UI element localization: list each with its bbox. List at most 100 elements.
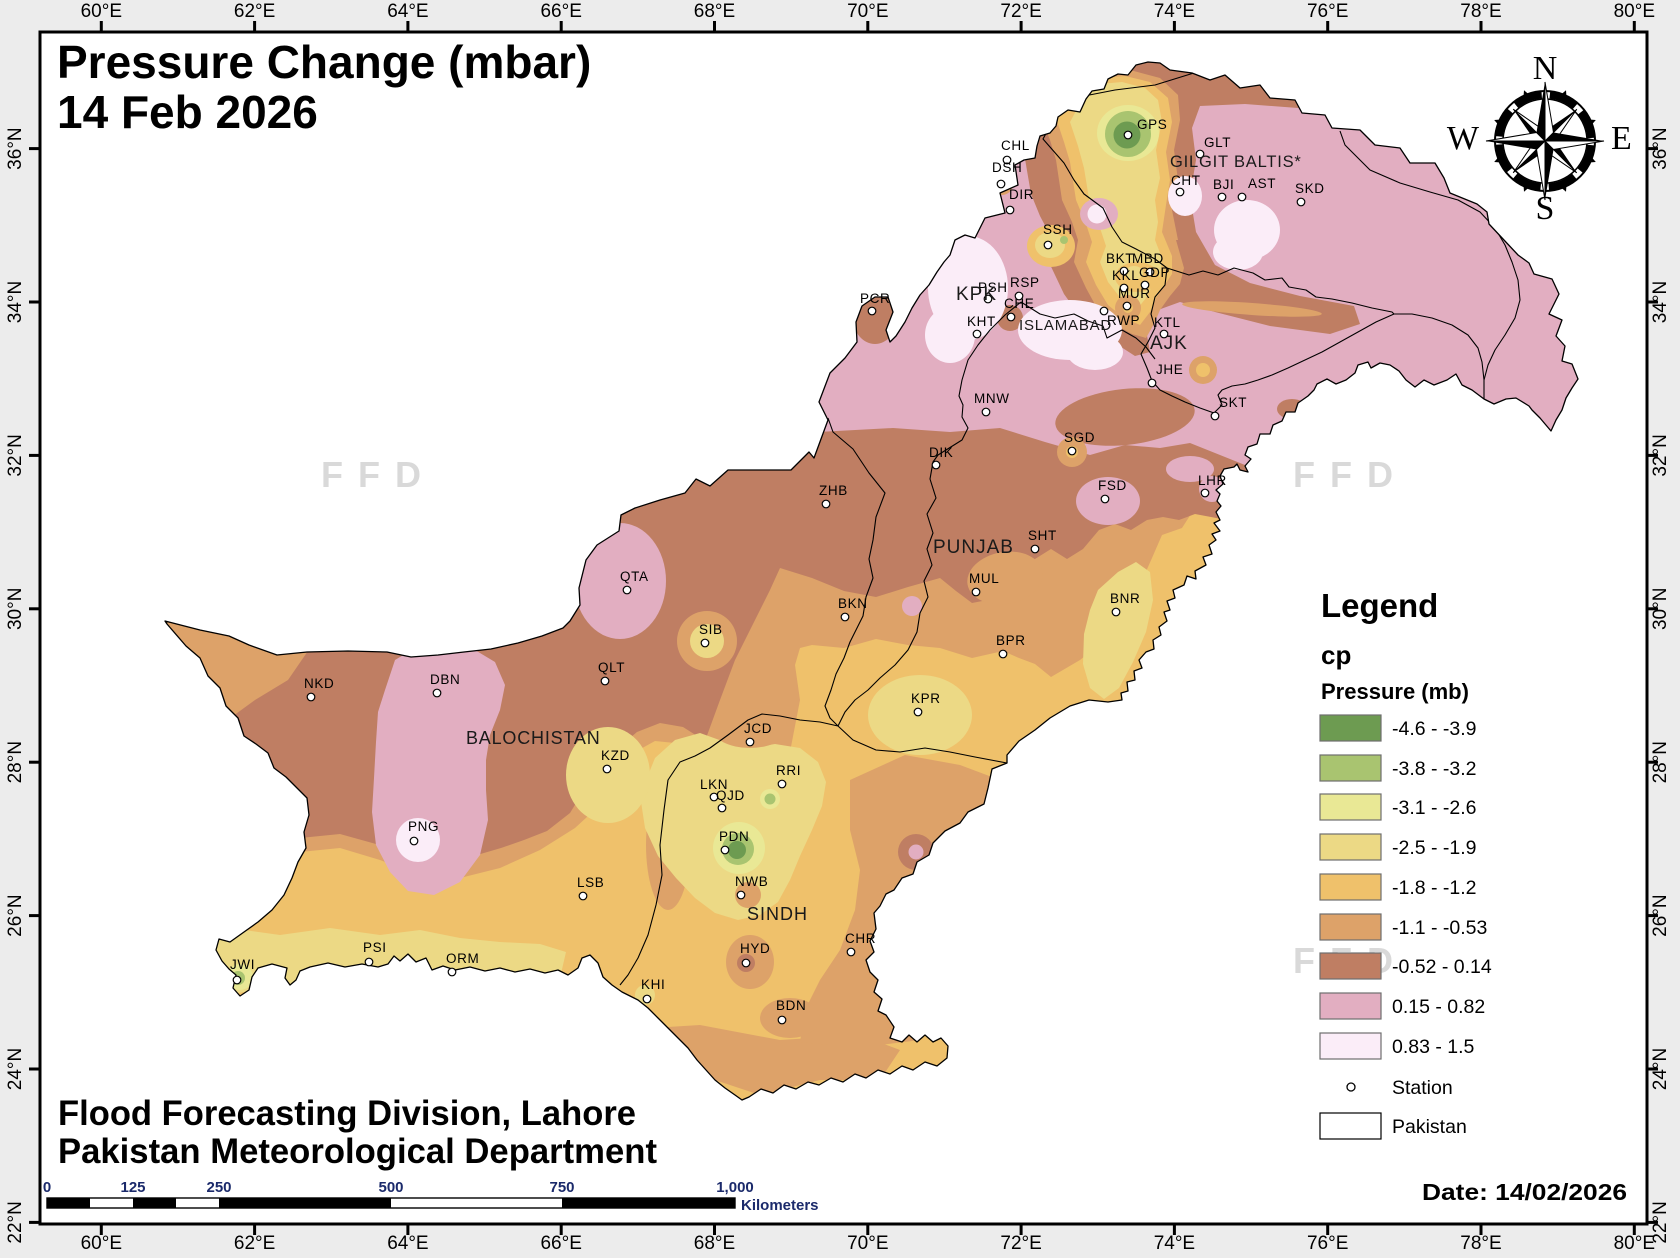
svg-text:PNG: PNG	[408, 819, 439, 834]
svg-text:64°E: 64°E	[387, 1233, 428, 1253]
svg-text:28°N: 28°N	[1650, 741, 1671, 783]
svg-text:-2.5 - -1.9: -2.5 - -1.9	[1392, 837, 1477, 859]
svg-text:ZHB: ZHB	[819, 483, 848, 498]
svg-text:SINDH: SINDH	[747, 904, 808, 924]
svg-text:CHR: CHR	[845, 931, 876, 946]
svg-text:Legend: Legend	[1321, 587, 1438, 624]
svg-text:26°N: 26°N	[1650, 894, 1671, 936]
svg-text:62°E: 62°E	[234, 1233, 275, 1253]
svg-text:70°E: 70°E	[847, 1233, 888, 1253]
svg-text:74°E: 74°E	[1154, 1, 1195, 22]
svg-text:72°E: 72°E	[1000, 1233, 1041, 1253]
svg-text:BJI: BJI	[1213, 177, 1234, 192]
svg-text:125: 125	[120, 1179, 145, 1196]
svg-text:0.83 - 1.5: 0.83 - 1.5	[1392, 1036, 1475, 1058]
svg-text:SIB: SIB	[699, 622, 723, 637]
svg-text:MUR: MUR	[1118, 286, 1151, 301]
svg-text:DBN: DBN	[430, 672, 460, 687]
svg-text:F F D: F F D	[1293, 454, 1395, 495]
svg-text:36°N: 36°N	[1650, 127, 1671, 169]
svg-text:76°E: 76°E	[1307, 1, 1348, 22]
svg-text:-4.6 - -3.9: -4.6 - -3.9	[1392, 718, 1477, 740]
svg-text:Kilometers: Kilometers	[741, 1197, 819, 1214]
svg-text:DIK: DIK	[929, 445, 953, 460]
svg-text:BKN: BKN	[838, 596, 868, 611]
svg-text:RRI: RRI	[776, 763, 801, 778]
svg-text:80°E: 80°E	[1614, 1233, 1655, 1253]
svg-text:22°N: 22°N	[5, 1201, 26, 1243]
svg-text:LKN: LKN	[700, 777, 728, 792]
svg-text:-3.8 - -3.2: -3.8 - -3.2	[1392, 758, 1477, 780]
svg-text:KHT: KHT	[967, 314, 996, 329]
svg-text:F F D: F F D	[321, 454, 423, 495]
svg-text:SKD: SKD	[1295, 181, 1325, 196]
svg-text:-1.8 - -1.2: -1.8 - -1.2	[1392, 877, 1477, 899]
svg-text:68°E: 68°E	[694, 1233, 735, 1253]
svg-text:BPR: BPR	[996, 633, 1026, 648]
svg-text:24°N: 24°N	[5, 1048, 26, 1090]
svg-text:GLT: GLT	[1204, 135, 1231, 150]
svg-text:14 Feb 2026: 14 Feb 2026	[57, 86, 318, 138]
svg-text:NWB: NWB	[735, 874, 768, 889]
svg-text:KHI: KHI	[641, 977, 665, 992]
svg-text:PUNJAB: PUNJAB	[933, 537, 1014, 558]
svg-text:80°E: 80°E	[1614, 1, 1655, 22]
svg-text:66°E: 66°E	[540, 1233, 581, 1253]
svg-text:HYD: HYD	[740, 941, 770, 956]
svg-text:76°E: 76°E	[1307, 1233, 1348, 1253]
svg-text:Pressure Change (mbar): Pressure Change (mbar)	[57, 36, 591, 88]
svg-text:64°E: 64°E	[387, 1, 428, 22]
svg-text:36°N: 36°N	[5, 127, 26, 169]
svg-text:BDN: BDN	[776, 998, 806, 1013]
svg-text:Pakistan Meteorological Depart: Pakistan Meteorological Department	[58, 1132, 657, 1171]
svg-text:32°N: 32°N	[5, 434, 26, 476]
svg-text:1,000: 1,000	[716, 1179, 754, 1196]
svg-text:Pakistan: Pakistan	[1392, 1116, 1467, 1138]
svg-text:GDP: GDP	[1139, 265, 1170, 280]
svg-text:30°N: 30°N	[1650, 588, 1671, 630]
svg-text:QTA: QTA	[620, 569, 649, 584]
svg-text:LHR: LHR	[1198, 473, 1227, 488]
svg-text:CHL: CHL	[1001, 138, 1030, 153]
svg-text:70°E: 70°E	[847, 1, 888, 22]
svg-text:GPS: GPS	[1137, 117, 1167, 132]
svg-text:BALOCHISTAN: BALOCHISTAN	[466, 728, 601, 748]
svg-text:KPK: KPK	[956, 284, 997, 305]
svg-text:28°N: 28°N	[5, 741, 26, 783]
svg-text:AST: AST	[1248, 176, 1276, 191]
svg-text:SHT: SHT	[1028, 528, 1057, 543]
svg-text:34°N: 34°N	[1650, 281, 1671, 323]
svg-text:Date: 14/02/2026: Date: 14/02/2026	[1422, 1179, 1627, 1205]
svg-text:cp: cp	[1321, 640, 1351, 670]
svg-text:68°E: 68°E	[694, 1, 735, 22]
svg-text:BKT: BKT	[1106, 251, 1134, 266]
svg-text:34°N: 34°N	[5, 281, 26, 323]
svg-text:78°E: 78°E	[1460, 1233, 1501, 1253]
svg-text:SGD: SGD	[1064, 430, 1095, 445]
svg-text:LSB: LSB	[577, 875, 604, 890]
svg-text:DIR: DIR	[1009, 187, 1034, 202]
svg-text:BNR: BNR	[1110, 591, 1140, 606]
svg-text:750: 750	[549, 1179, 574, 1196]
svg-text:62°E: 62°E	[234, 1, 275, 22]
svg-text:FSD: FSD	[1098, 478, 1127, 493]
svg-text:-0.52 - 0.14: -0.52 - 0.14	[1392, 956, 1492, 978]
svg-text:KTL: KTL	[1154, 315, 1181, 330]
svg-text:RSP: RSP	[1010, 275, 1040, 290]
svg-text:JWI: JWI	[230, 957, 255, 972]
svg-text:60°E: 60°E	[81, 1233, 122, 1253]
svg-text:CHT: CHT	[1171, 173, 1201, 188]
svg-text:66°E: 66°E	[540, 1, 581, 22]
svg-text:Flood Forecasting Division, La: Flood Forecasting Division, Lahore	[58, 1094, 636, 1133]
svg-text:ORM: ORM	[446, 951, 479, 966]
svg-text:Station: Station	[1392, 1077, 1453, 1099]
svg-text:S: S	[1536, 190, 1555, 227]
svg-text:CHE: CHE	[1004, 296, 1034, 311]
svg-text:30°N: 30°N	[5, 588, 26, 630]
svg-text:78°E: 78°E	[1460, 1, 1501, 22]
svg-text:PSI: PSI	[363, 940, 387, 955]
svg-text:PDN: PDN	[719, 829, 749, 844]
svg-text:KKL: KKL	[1112, 268, 1139, 283]
svg-text:60°E: 60°E	[81, 1, 122, 22]
svg-text:NKD: NKD	[304, 676, 334, 691]
